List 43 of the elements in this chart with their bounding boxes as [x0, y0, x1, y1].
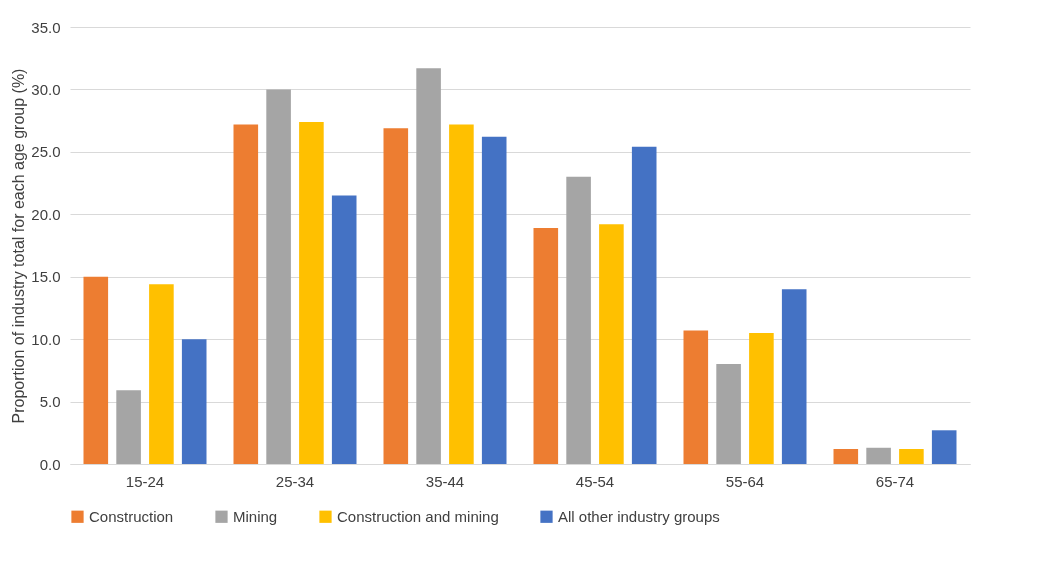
- bar: [749, 332, 774, 464]
- bar: [931, 430, 957, 464]
- bar: [899, 449, 924, 464]
- y-tick-label: 25.0: [31, 143, 61, 161]
- legend-label: Construction: [89, 507, 174, 525]
- y-tick-label: 5.0: [39, 393, 61, 411]
- bar: [233, 124, 259, 464]
- bar: [599, 224, 624, 464]
- legend-label: Construction and mining: [337, 507, 499, 525]
- bar: [331, 195, 357, 464]
- x-tick-label: 55-64: [725, 472, 765, 490]
- x-tick-label: 45-54: [575, 472, 615, 490]
- bar: [266, 89, 291, 464]
- bar: [533, 228, 559, 464]
- bar: [716, 364, 741, 464]
- bar: [149, 284, 174, 464]
- bar: [866, 447, 891, 464]
- y-tick-label: 30.0: [31, 80, 61, 98]
- y-tick-label: 35.0: [31, 18, 61, 36]
- legend-label: All other industry groups: [558, 507, 720, 525]
- bar: [383, 128, 409, 464]
- bar: [116, 390, 141, 464]
- x-tick-label: 15-24: [125, 472, 165, 490]
- x-tick-label: 35-44: [425, 472, 465, 490]
- bar: [631, 146, 657, 464]
- y-tick-label: 0.0: [39, 455, 61, 473]
- legend-label: Mining: [233, 507, 278, 525]
- x-tick-label: 65-74: [875, 472, 915, 490]
- bar: [181, 339, 207, 464]
- y-tick-label: 15.0: [31, 268, 61, 286]
- y-tick-label: 20.0: [31, 205, 61, 223]
- x-tick-label: 25-34: [275, 472, 315, 490]
- y-axis-title: Proportion of industry total for each age group (%): [10, 68, 28, 424]
- bar: [449, 124, 474, 464]
- bar: [833, 449, 859, 464]
- bar: [781, 289, 807, 464]
- bar: [416, 68, 441, 464]
- bar: [299, 121, 324, 464]
- bar: [481, 136, 507, 464]
- bar: [83, 276, 109, 464]
- y-tick-label: 10.0: [31, 330, 61, 348]
- bar: [683, 330, 709, 464]
- bar: [566, 176, 591, 464]
